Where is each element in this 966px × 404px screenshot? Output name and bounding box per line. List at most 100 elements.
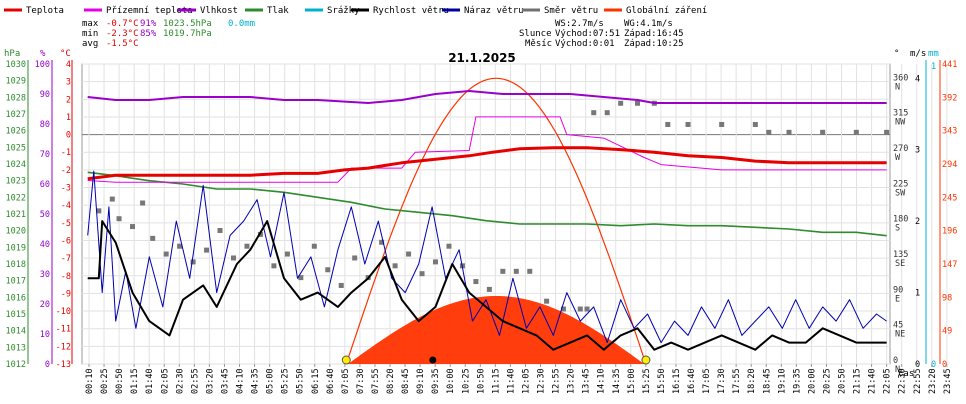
wind-direction-point <box>820 129 826 135</box>
x-tick-label: 02:05 <box>160 368 170 394</box>
legend-label: Teplota <box>26 6 64 16</box>
x-tick-label: 12:05 <box>521 368 531 394</box>
wind-direction-point <box>446 243 452 249</box>
wind-direction-point <box>406 251 412 257</box>
ms-tick: 1 <box>915 289 920 299</box>
celsius-tick: -2 <box>61 166 71 176</box>
radiation-area <box>348 296 645 364</box>
celsius-tick: 2 <box>66 95 71 105</box>
x-tick-label: 05:25 <box>281 368 291 394</box>
ground-temperature-line <box>87 116 887 183</box>
pct-tick: 70 <box>40 150 50 160</box>
ms-tick: 3 <box>915 146 920 156</box>
wind-direction-point <box>163 251 169 257</box>
legend-label: Globální záření <box>626 6 707 16</box>
wind-direction-point <box>392 263 398 269</box>
wind-direction-point <box>244 243 250 249</box>
hpa-tick: 1016 <box>6 293 26 303</box>
x-tick-label: 14:35 <box>612 368 622 394</box>
x-tick-label: 00:10 <box>85 368 95 394</box>
dir-tick: W <box>895 153 901 163</box>
hpa-tick: 1014 <box>6 327 26 337</box>
ms-unit: m/s <box>910 49 926 59</box>
legend: Teplota Přízemní teplota Vlhkost Tlak Srážky… <box>4 6 707 16</box>
x-unit-label: čas <box>898 368 914 379</box>
sunset-marker <box>641 355 651 365</box>
temperature-line <box>87 146 887 181</box>
wind-direction-point <box>560 306 566 312</box>
wind-direction-point <box>527 268 533 274</box>
x-tick-label: 11:40 <box>506 368 516 394</box>
x-tick-label: 23:20 <box>928 368 938 394</box>
mm-tick: 0 <box>931 360 936 370</box>
wm2-tick: 147 <box>942 260 957 270</box>
wind-speed-line <box>87 220 887 351</box>
wind-direction-point <box>766 129 772 135</box>
deg-tick: 45 <box>893 321 903 331</box>
celsius-tick: -7 <box>61 254 71 264</box>
mm-unit: mm <box>928 49 939 59</box>
celsius-tick: -5 <box>61 219 71 229</box>
x-tick-label: 06:40 <box>326 368 336 394</box>
ms-tick: 0 <box>915 360 920 370</box>
wind-direction-point <box>433 259 438 265</box>
stat-max-temp: -0.7°C <box>106 19 139 29</box>
chart-title: 21.1.2025 <box>448 51 516 65</box>
x-tick-label: 22:30 <box>898 368 908 394</box>
wind-direction-point <box>473 279 479 285</box>
x-tick-label: 16:15 <box>672 368 682 394</box>
x-tick-label: 15:50 <box>657 368 667 394</box>
hpa-tick: 1017 <box>6 277 26 287</box>
x-tick-label: 00:50 <box>115 368 125 394</box>
wind-direction-point <box>338 282 344 288</box>
celsius-tick: -12 <box>56 342 71 352</box>
wind-direction-point <box>140 200 146 206</box>
celsius-tick: 0 <box>66 131 71 141</box>
x-tick-label: 11:15 <box>491 368 501 394</box>
celsius-tick: -6 <box>61 236 71 246</box>
legend-label: Tlak <box>267 6 289 16</box>
x-tick-label: 20:00 <box>807 368 817 394</box>
stat-avg-temp: -1.5°C <box>106 39 139 49</box>
stat-min-label: min <box>82 29 98 39</box>
wind-direction-point <box>635 100 640 106</box>
wind-direction-point <box>853 129 859 135</box>
wind-direction-point <box>130 224 135 230</box>
sun-set: Západ:16:45 <box>624 29 684 39</box>
wind-direction-point <box>150 235 156 241</box>
dir-tick: NE <box>895 330 905 340</box>
moon-rise: Východ:0:01 <box>555 39 615 49</box>
x-tick-label: 17:30 <box>717 368 727 394</box>
deg-tick: 360 <box>893 73 908 83</box>
wind-direction-point <box>284 251 290 257</box>
x-tick-label: 21:15 <box>853 368 863 394</box>
stat-avg-label: avg <box>82 39 98 49</box>
stat-max-hum: 91% <box>140 19 157 29</box>
wind-gust-line <box>87 170 887 344</box>
wind-direction-point <box>584 306 590 312</box>
pct-tick: 90 <box>40 90 50 100</box>
deg-tick: 315 <box>893 109 908 119</box>
x-tick-label: 19:35 <box>792 368 802 394</box>
pct-tick: 0 <box>45 360 50 370</box>
wind-direction-point <box>665 121 671 127</box>
x-tick-label: 19:10 <box>777 368 787 394</box>
celsius-tick: 1 <box>66 113 71 123</box>
hpa-tick: 1027 <box>6 110 26 120</box>
deg-tick: 180 <box>893 215 908 225</box>
x-tick-label: 07:30 <box>356 368 366 394</box>
dir-tick: SE <box>895 259 905 269</box>
wind-direction-point <box>177 243 183 249</box>
wind-direction-point <box>231 255 236 261</box>
pct-unit: % <box>40 49 46 59</box>
wm2-tick: 196 <box>942 227 957 237</box>
axes: hPa% °C1030102910281027102610251024102310… <box>4 49 957 394</box>
pct-tick: 50 <box>40 210 50 220</box>
x-tick-label: 15:00 <box>627 368 637 394</box>
celsius-tick: -4 <box>61 201 71 211</box>
celsius-tick: -9 <box>61 289 71 299</box>
stat-max-press: 1023.5hPa <box>163 19 212 29</box>
wind-direction-point <box>719 121 725 127</box>
stat-min-hum: 85% <box>140 29 157 39</box>
